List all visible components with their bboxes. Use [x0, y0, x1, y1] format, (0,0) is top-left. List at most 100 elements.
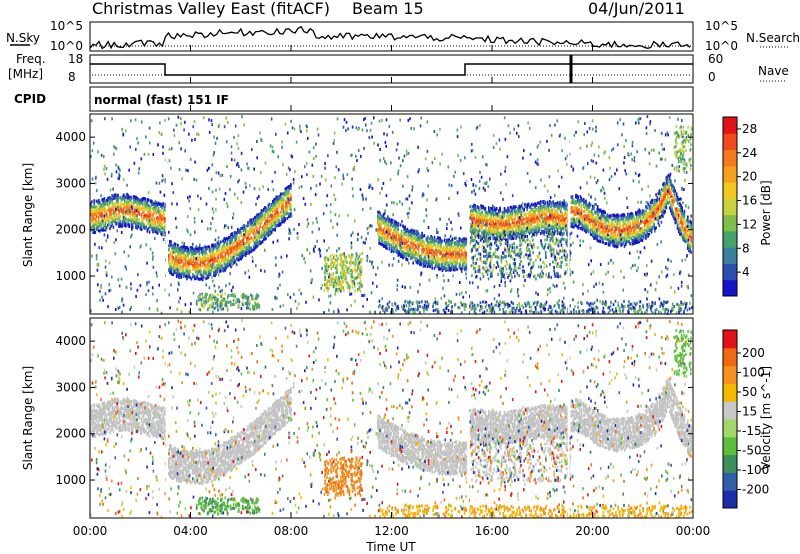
power-point: [562, 204, 565, 208]
power-point: [259, 223, 262, 227]
power-point: [536, 214, 539, 218]
power-point: [379, 212, 381, 216]
power-point: [244, 229, 247, 233]
power-point: [172, 267, 175, 271]
power-point: [153, 208, 155, 212]
power-point: [251, 221, 254, 225]
power-point: [580, 197, 583, 200]
power-point: [381, 239, 384, 243]
power-point: [216, 256, 219, 260]
power-point: [101, 207, 103, 211]
power-point: [290, 197, 292, 200]
power-point: [476, 223, 479, 227]
power-point: [213, 261, 215, 265]
power-point: [265, 206, 267, 210]
power-point: [138, 218, 141, 221]
power-point: [241, 255, 244, 259]
power-point: [507, 206, 509, 210]
power-point: [178, 271, 180, 275]
power-point: [187, 261, 189, 265]
power-point: [120, 207, 123, 211]
power-point: [203, 250, 205, 254]
power-point: [196, 250, 198, 254]
power-point: [99, 208, 101, 212]
power-point: [446, 261, 448, 265]
power-point: [144, 206, 146, 209]
power-point: [125, 211, 127, 215]
power-point: [135, 196, 137, 200]
power-point: [519, 209, 522, 213]
power-point: [416, 261, 419, 265]
power-point: [540, 209, 542, 213]
power-point: [240, 226, 242, 230]
power-point: [145, 203, 147, 206]
power-point: [290, 205, 292, 209]
power-point: [436, 253, 438, 257]
power-point: [451, 253, 454, 257]
power-point: [153, 226, 155, 230]
power-point: [282, 201, 284, 205]
power-point: [393, 229, 395, 232]
power-point: [422, 245, 424, 248]
power-point: [234, 244, 237, 248]
power-point: [279, 200, 282, 204]
power-point: [431, 263, 433, 267]
power-point: [287, 185, 290, 189]
power-point: [162, 221, 164, 225]
power-point: [519, 205, 522, 209]
power-point: [266, 223, 268, 227]
power-point: [226, 238, 229, 242]
power-point: [433, 258, 436, 262]
power-point: [414, 235, 417, 239]
power-point: [214, 244, 216, 248]
power-point: [241, 239, 244, 243]
power-point: [93, 209, 95, 213]
power-point: [253, 220, 256, 224]
power-point: [403, 228, 405, 231]
power-point: [403, 251, 405, 255]
power-point: [131, 202, 134, 206]
power-point: [431, 248, 433, 252]
power-point: [413, 250, 415, 254]
power-point: [240, 243, 242, 247]
power-point: [222, 239, 224, 243]
power-point: [105, 198, 108, 202]
power-point: [161, 233, 163, 236]
power-point: [174, 246, 177, 250]
power-point: [412, 247, 414, 251]
power-point: [103, 197, 106, 201]
power-point: [196, 270, 198, 274]
power-point: [447, 243, 449, 247]
power-point: [201, 247, 204, 251]
power-point: [440, 239, 443, 243]
power-point: [168, 244, 170, 248]
power-point: [500, 222, 502, 226]
power-point: [576, 196, 578, 200]
power-point: [239, 229, 241, 233]
power-point: [122, 212, 125, 216]
power-point: [462, 237, 464, 241]
power-point: [272, 214, 274, 217]
power-point: [445, 258, 447, 262]
power-point: [426, 265, 429, 268]
power-point: [251, 248, 254, 252]
power-point: [476, 212, 479, 216]
power-point: [153, 222, 155, 226]
power-point: [439, 249, 441, 253]
power-point: [541, 225, 543, 229]
power-point: [175, 275, 178, 279]
power-point: [113, 211, 116, 215]
power-point: [480, 212, 482, 216]
power-point: [462, 266, 464, 270]
power-point: [388, 232, 391, 236]
power-point: [489, 210, 491, 214]
power-point: [549, 218, 551, 222]
power-point: [423, 234, 426, 238]
power-point: [163, 229, 166, 233]
power-point: [532, 228, 534, 232]
power-point: [483, 218, 486, 222]
power-point: [168, 257, 170, 261]
power-point: [458, 241, 461, 245]
power-point: [104, 221, 107, 225]
power-point: [140, 208, 143, 212]
